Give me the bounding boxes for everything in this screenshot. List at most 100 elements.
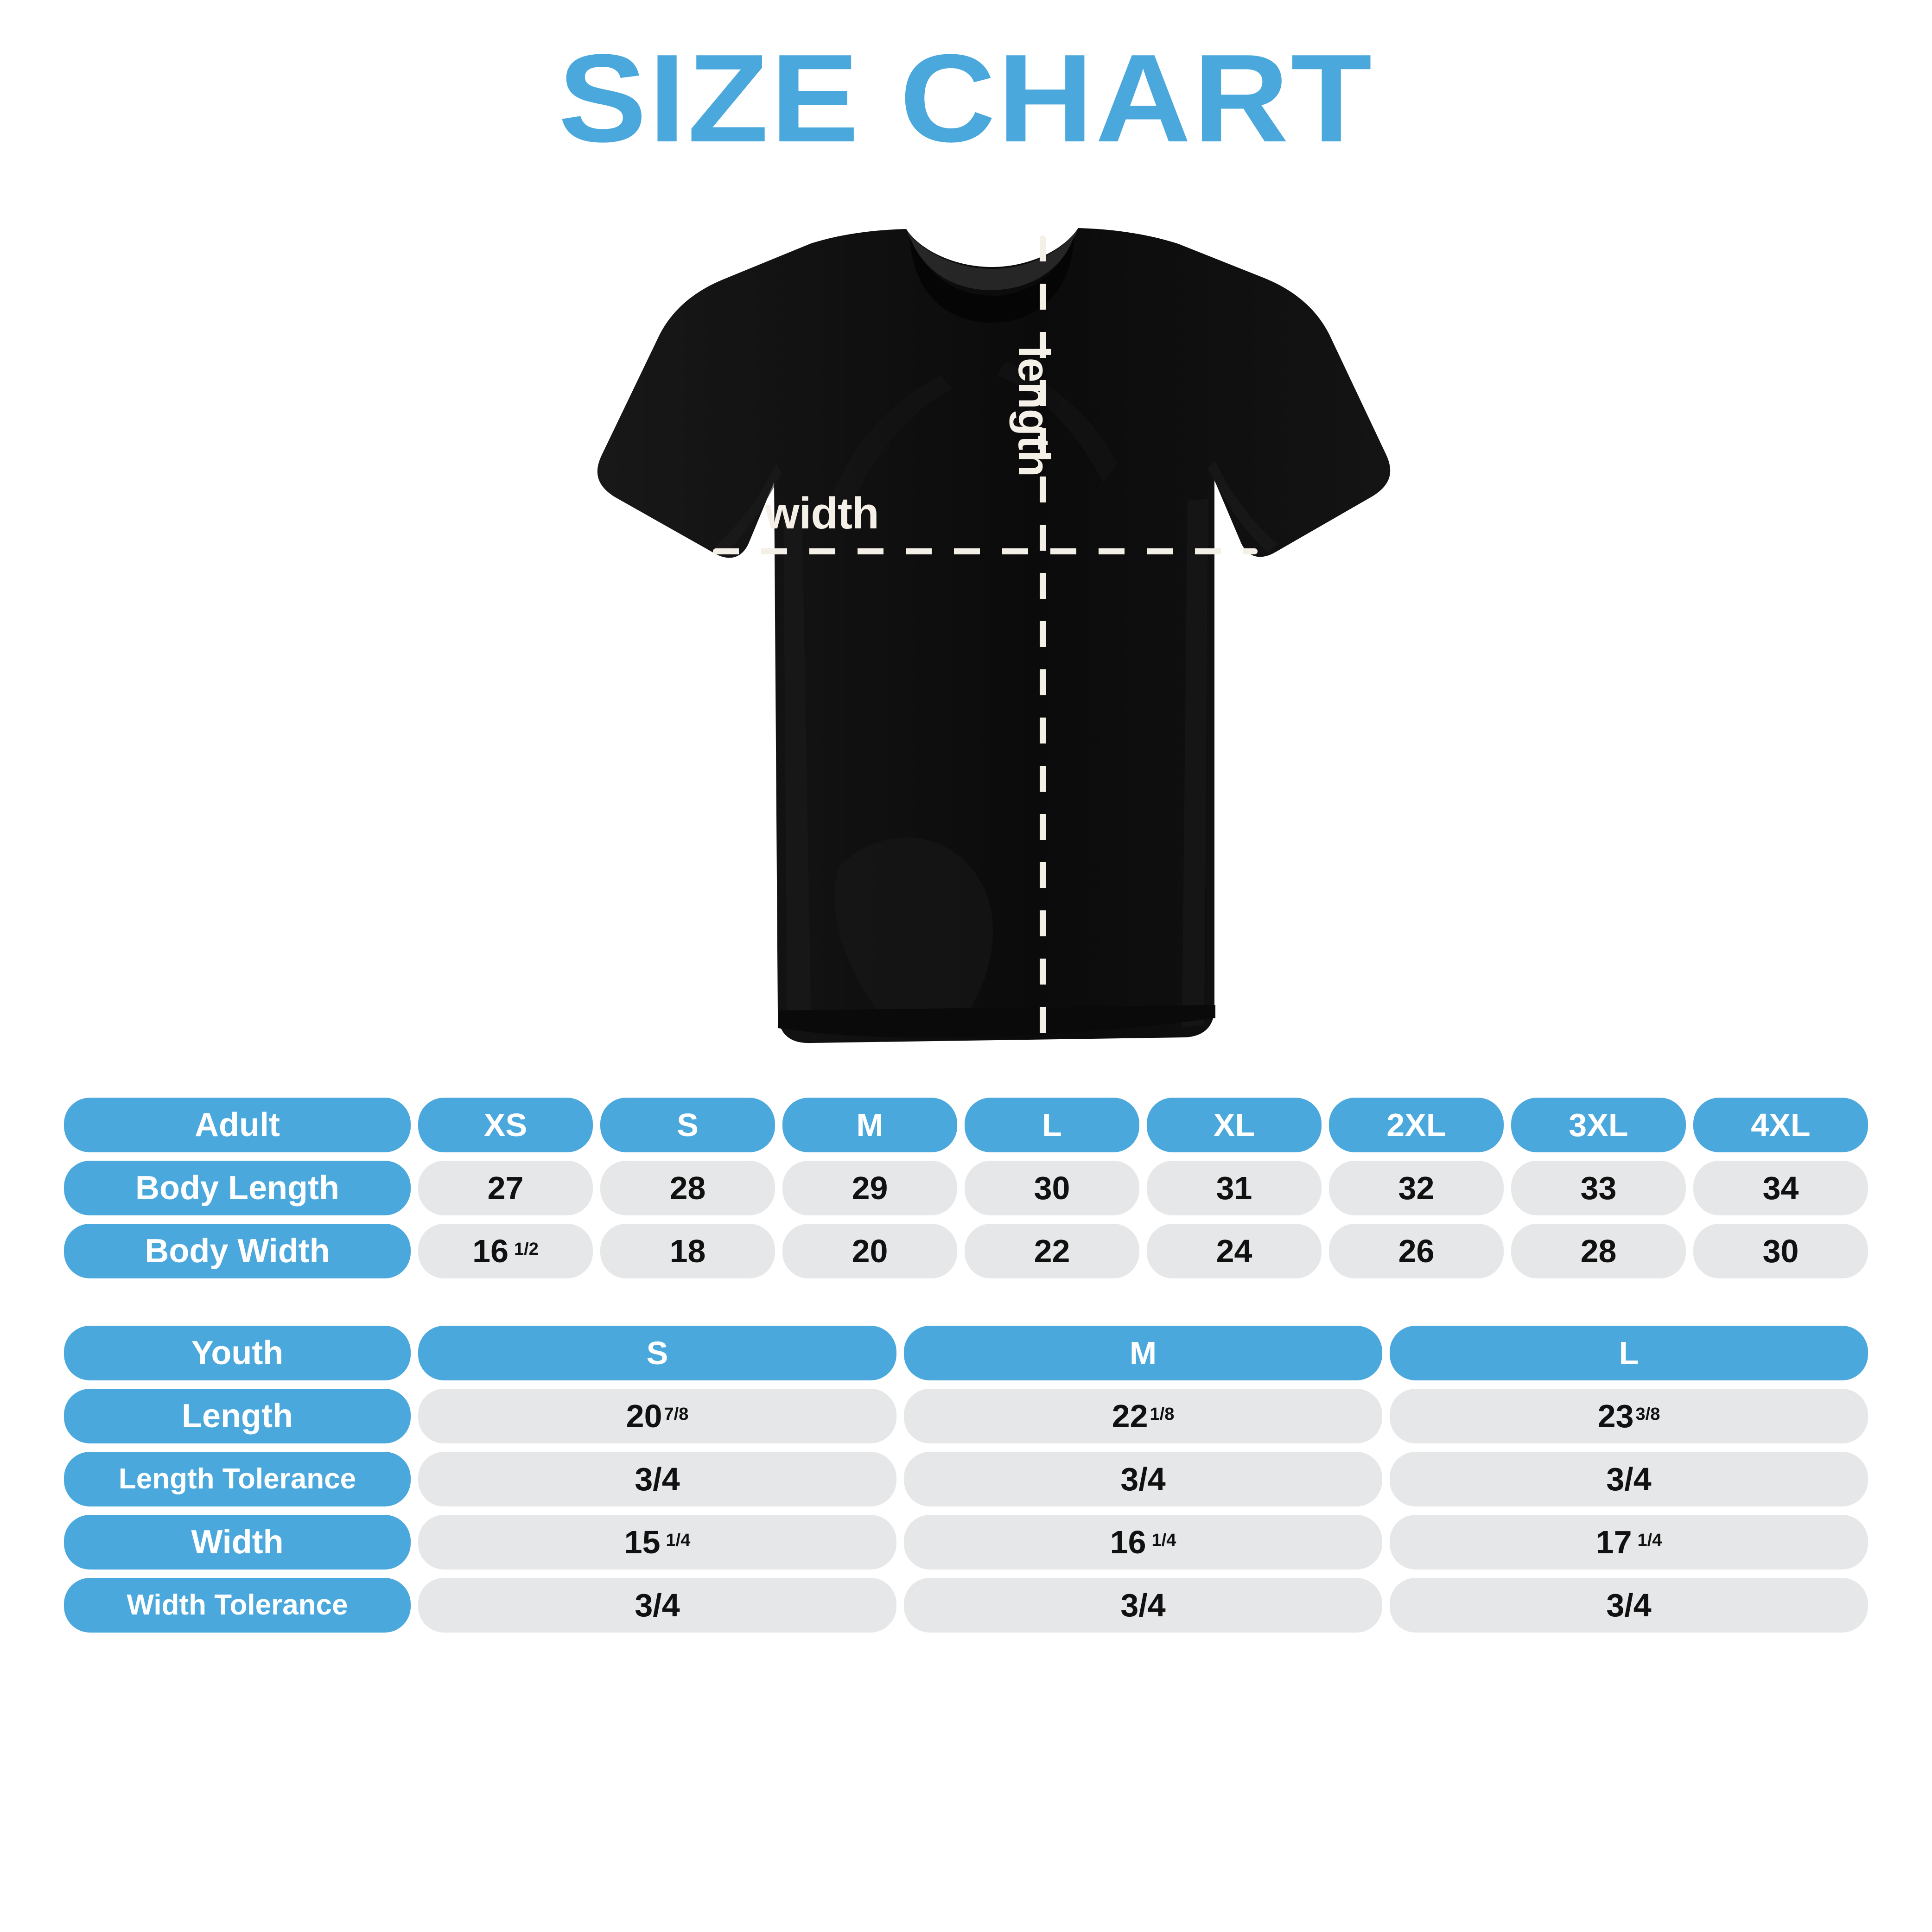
value-whole: 28 [669,1170,706,1206]
value-fraction: 3/4 [1120,1461,1166,1497]
value-whole: 16 [1110,1524,1146,1560]
adult-body-length-4xl: 34 [1693,1161,1868,1215]
value-fraction: 1/4 [1637,1531,1662,1550]
youth-width-tolerance-label: Width Tolerance [64,1578,411,1633]
youth-size-s[interactable]: S [418,1326,896,1380]
value-fraction: 7/8 [664,1405,689,1424]
value-whole: 23 [1597,1398,1634,1434]
value-whole: 30 [1034,1170,1070,1206]
adult-size-m[interactable]: M [782,1098,957,1152]
youth-length-tolerance-l: 3/4 [1390,1452,1868,1506]
value-fraction: 3/4 [1606,1461,1652,1497]
youth-width-s: 15 1/4 [418,1515,896,1570]
adult-size-l[interactable]: L [965,1098,1139,1152]
youth-length-l: 23 3/8 [1390,1389,1868,1443]
youth-length-m: 22 1/8 [904,1389,1382,1443]
youth-length-label: Length [64,1389,411,1443]
value-whole: 29 [852,1170,888,1206]
value-fraction: 3/8 [1635,1405,1660,1424]
width-label: width [765,489,879,538]
adult-body-width-xl: 24 [1147,1224,1322,1278]
youth-length-row: Length 20 7/8 22 1/8 23 3/8 [60,1389,1872,1452]
value-whole: 30 [1762,1233,1799,1269]
adult-size-4xl[interactable]: 4XL [1693,1098,1868,1152]
tshirt-diagram: width length [487,222,1497,1071]
adult-header-row: Adult XS S M L XL 2XL 3XL 4XL [60,1098,1872,1161]
adult-body-width-xs: 16 1/2 [418,1224,593,1278]
adult-body-length-l: 30 [965,1161,1139,1215]
youth-size-m[interactable]: M [904,1326,1382,1380]
adult-body-width-row: Body Width 16 1/2 18 20 22 24 26 28 30 [60,1224,1872,1287]
adult-table-label: Adult [64,1098,411,1152]
adult-body-width-s: 18 [600,1224,775,1278]
adult-body-length-row: Body Length 27 28 29 30 31 32 33 34 [60,1161,1872,1224]
youth-length-tolerance-row: Length Tolerance 3/4 3/4 3/4 [60,1452,1872,1515]
value-whole: 20 [852,1233,888,1269]
value-whole: 31 [1216,1170,1252,1206]
youth-width-row: Width 15 1/4 16 1/4 17 1/4 [60,1515,1872,1578]
value-whole: 33 [1580,1170,1617,1206]
adult-body-width-3xl: 28 [1511,1224,1686,1278]
adult-body-width-label: Body Width [64,1224,411,1278]
adult-body-width-4xl: 30 [1693,1224,1868,1278]
youth-size-table: Youth S M L Length 20 7/8 22 1/8 23 3/8 Len… [60,1326,1872,1641]
adult-size-3xl[interactable]: 3XL [1511,1098,1686,1152]
youth-width-label: Width [64,1515,411,1570]
adult-body-length-3xl: 33 [1511,1161,1686,1215]
value-whole: 18 [669,1233,706,1269]
value-whole: 20 [626,1398,662,1434]
value-whole: 24 [1216,1233,1252,1269]
adult-body-length-label: Body Length [64,1161,411,1215]
value-fraction: 3/4 [635,1587,680,1623]
youth-length-tolerance-label: Length Tolerance [64,1452,411,1506]
adult-size-xs[interactable]: XS [418,1098,593,1152]
adult-body-width-l: 22 [965,1224,1139,1278]
value-fraction: 1/4 [1151,1531,1176,1550]
youth-width-m: 16 1/4 [904,1515,1382,1570]
value-whole: 17 [1595,1524,1632,1560]
youth-length-tolerance-s: 3/4 [418,1452,896,1506]
width-dashed-line [713,548,1258,554]
table-separator [60,1287,1872,1326]
adult-body-length-s: 28 [600,1161,775,1215]
adult-body-length-2xl: 32 [1329,1161,1504,1215]
value-fraction: 1/2 [514,1239,539,1259]
youth-table-label: Youth [64,1326,411,1380]
value-whole: 22 [1034,1233,1070,1269]
value-whole: 34 [1762,1170,1799,1206]
value-whole: 28 [1580,1233,1617,1269]
length-label: length [1009,346,1059,477]
value-whole: 15 [624,1524,661,1560]
value-whole: 26 [1398,1233,1435,1269]
youth-length-tolerance-m: 3/4 [904,1452,1382,1506]
adult-body-length-xl: 31 [1147,1161,1322,1215]
size-tables: Adult XS S M L XL 2XL 3XL 4XL Body Lengt… [60,1098,1872,1641]
value-fraction: 1/8 [1150,1405,1175,1424]
adult-body-length-xs: 27 [418,1161,593,1215]
tshirt-icon [597,228,1391,1043]
value-whole: 22 [1112,1398,1148,1434]
adult-body-length-m: 29 [782,1161,957,1215]
youth-width-tolerance-m: 3/4 [904,1578,1382,1633]
value-whole: 32 [1398,1170,1435,1206]
youth-width-l: 17 1/4 [1390,1515,1868,1570]
value-fraction: 3/4 [1606,1587,1652,1623]
youth-width-tolerance-row: Width Tolerance 3/4 3/4 3/4 [60,1578,1872,1641]
length-dashed-line [1040,235,1046,1049]
youth-size-l[interactable]: L [1390,1326,1868,1380]
adult-size-s[interactable]: S [600,1098,775,1152]
value-fraction: 1/4 [666,1531,691,1550]
youth-header-row: Youth S M L [60,1326,1872,1389]
value-fraction: 3/4 [1120,1587,1166,1623]
adult-body-width-2xl: 26 [1329,1224,1504,1278]
adult-size-2xl[interactable]: 2XL [1329,1098,1504,1152]
adult-size-table: Adult XS S M L XL 2XL 3XL 4XL Body Lengt… [60,1098,1872,1287]
youth-width-tolerance-l: 3/4 [1390,1578,1868,1633]
youth-width-tolerance-s: 3/4 [418,1578,896,1633]
page-title: SIZE CHART [558,29,1374,168]
value-fraction: 3/4 [635,1461,680,1497]
adult-size-xl[interactable]: XL [1147,1098,1322,1152]
youth-length-s: 20 7/8 [418,1389,896,1443]
adult-body-width-m: 20 [782,1224,957,1278]
